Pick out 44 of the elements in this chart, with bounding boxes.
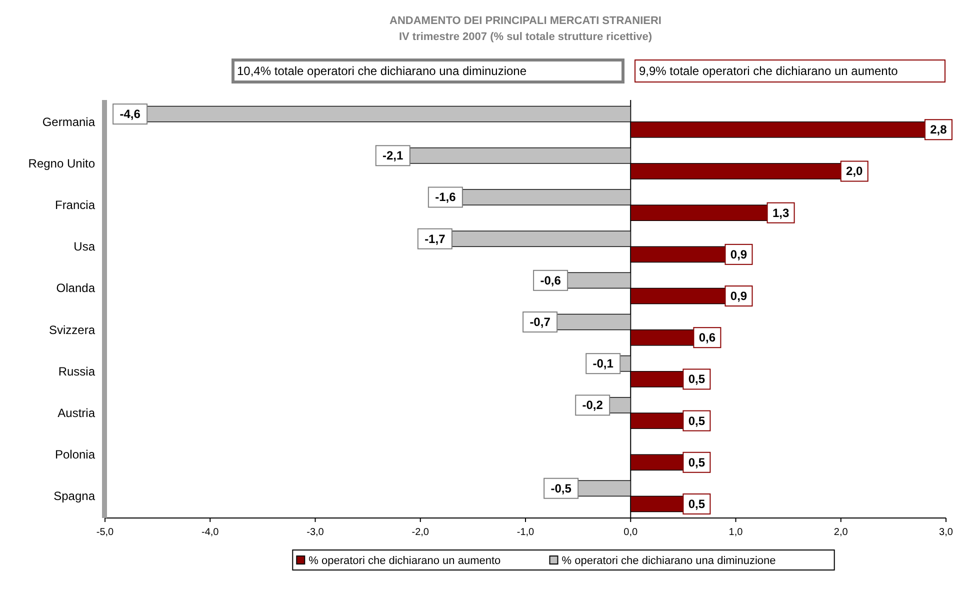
x-tick-label: 0,0 xyxy=(624,527,638,538)
legend-label: % operatori che dichiarano una diminuzione xyxy=(562,555,776,567)
data-label: 2,8 xyxy=(930,122,948,137)
y-tick-label: Olanda xyxy=(56,281,96,296)
data-label: -1,7 xyxy=(424,232,446,246)
data-label: 0,9 xyxy=(730,247,748,262)
data-label: -2,1 xyxy=(382,148,404,163)
y-tick-label: Svizzera xyxy=(48,322,96,337)
text: 9,9% totale operatori che dichiarano un aumento xyxy=(639,64,898,78)
data-label: 0,5 xyxy=(688,372,706,386)
data-label: -0,7 xyxy=(530,314,551,329)
y-tick-label: Russia xyxy=(58,364,96,378)
text: 10,4% totale operatori che dichiarano una diminuzione xyxy=(237,64,527,78)
x-tick-label: -4,0 xyxy=(202,527,220,538)
legend-label: % operatori che dichiarano un aumento xyxy=(308,555,501,567)
x-tick-label: 3,0 xyxy=(939,527,954,538)
y-tick-label: Francia xyxy=(54,198,96,212)
x-tick-label: 2,0 xyxy=(834,527,848,538)
data-label: 0,5 xyxy=(688,455,706,470)
y-tick-label: Regno Unito xyxy=(28,156,96,170)
data-label: -4,6 xyxy=(120,107,141,122)
data-label: 0,5 xyxy=(688,414,706,428)
y-tick-label: Germania xyxy=(42,114,96,129)
y-tick-label: Austria xyxy=(58,406,96,420)
y-tick-label: Usa xyxy=(74,240,96,254)
data-label: -0,1 xyxy=(592,356,614,371)
x-tick-label: -2,0 xyxy=(412,527,430,538)
data-label: 0,5 xyxy=(688,496,706,511)
chart-subtitle: IV trimestre 2007 (% sul totale strutture ricettive) xyxy=(398,31,652,43)
y-tick-label: Spagna xyxy=(54,489,96,504)
x-tick-label: -3,0 xyxy=(306,527,324,538)
data-label: 0,9 xyxy=(730,289,748,304)
chart-title: ANDAMENTO DEI PRINCIPALI MERCATI STRANIERI xyxy=(390,15,662,27)
x-tick-label: 1,0 xyxy=(728,527,744,538)
data-label: 2,0 xyxy=(846,164,864,178)
data-label: -0,6 xyxy=(540,273,562,288)
data-label: -0,5 xyxy=(550,481,572,496)
data-label: 0,6 xyxy=(698,330,716,345)
data-label: 1,3 xyxy=(772,206,790,220)
data-label: -0,2 xyxy=(582,398,604,412)
y-tick-label: Polonia xyxy=(54,448,96,462)
data-label: -1,6 xyxy=(435,190,456,204)
x-tick-label: -1,0 xyxy=(516,527,535,538)
x-tick-label: -5,0 xyxy=(96,527,114,538)
